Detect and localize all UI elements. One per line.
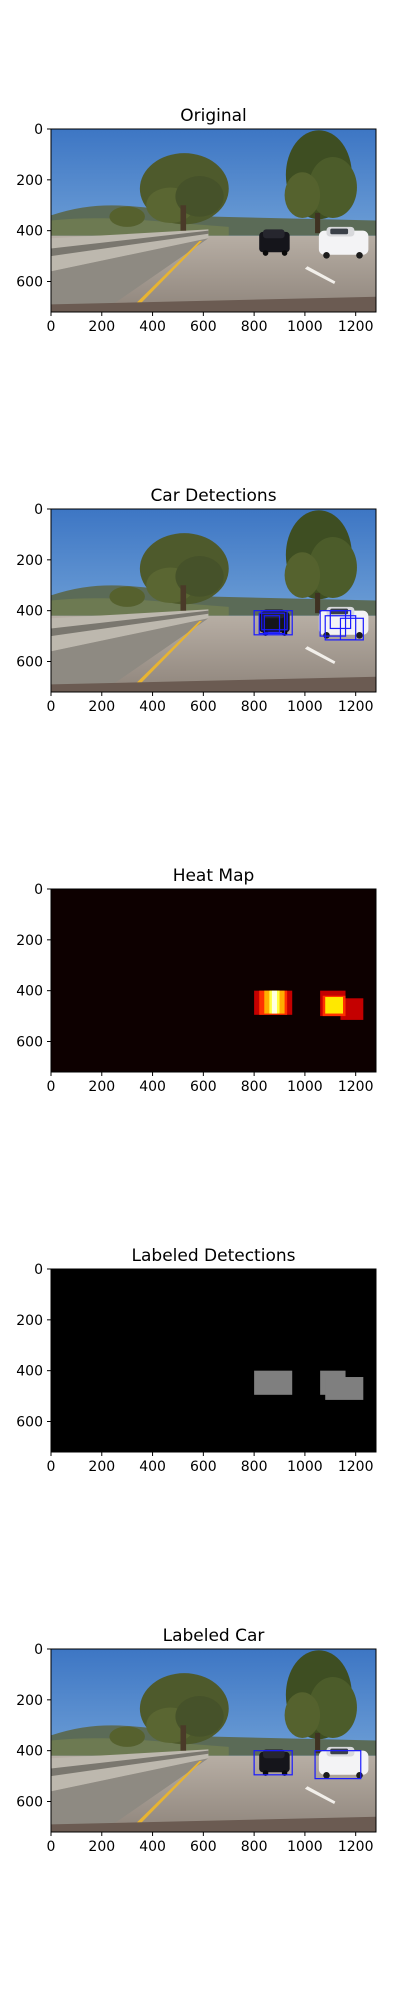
- detection-box: [339, 617, 364, 641]
- x-tick-label: 200: [88, 1079, 115, 1095]
- panel-3: Heat Map 0 200 400 600 800 1000 1200 0 200 400 600: [16, 866, 377, 1095]
- panel-4: Labeled Detections 0 200 400 600 800 1000 1200 0…: [16, 1246, 377, 1475]
- label-background: [51, 1269, 376, 1452]
- y-tick-label: 600: [16, 1035, 43, 1051]
- y-tick-label: 200: [16, 1313, 43, 1329]
- x-tick-label: 600: [190, 1839, 217, 1855]
- detection-box: [261, 610, 288, 631]
- y-tick-label: 0: [34, 122, 43, 138]
- x-tick-label: 800: [241, 1839, 268, 1855]
- y-tick-label: 400: [16, 604, 43, 620]
- y-tick-label: 200: [16, 933, 43, 949]
- x-tick-label: 1200: [338, 1839, 374, 1855]
- panel-1: Original 0 200 400 600 800 1000 1200 0 200 400 600: [16, 106, 377, 335]
- road-scene-image: [51, 509, 376, 692]
- x-tick-label: 0: [47, 1459, 56, 1475]
- y-tick-label: 600: [16, 1795, 43, 1811]
- x-tick-label: 0: [47, 1839, 56, 1855]
- heat-cell: [325, 997, 343, 1014]
- axes-frame: [50, 888, 377, 1073]
- plot-area: [51, 889, 376, 1072]
- y-tick-label: 400: [16, 224, 43, 240]
- heatmap-background: [51, 889, 376, 1072]
- y-tick-label: 600: [16, 1415, 43, 1431]
- x-tick-label: 400: [139, 319, 166, 335]
- plot-area: [51, 509, 376, 692]
- x-tick-label: 0: [47, 1079, 56, 1095]
- y-tick-label: 0: [34, 502, 43, 518]
- x-tick-label: 1200: [338, 319, 374, 335]
- plot-area: [51, 1269, 376, 1452]
- x-tick-label: 600: [190, 319, 217, 335]
- label-region: [325, 1377, 364, 1400]
- y-tick-label: 600: [16, 655, 43, 671]
- panel-title: Labeled Detections: [132, 1246, 296, 1266]
- axes-frame: [50, 508, 377, 693]
- heat-cell: [340, 998, 364, 1020]
- x-tick-label: 1000: [287, 1079, 323, 1095]
- panel-2: Car Detections 0 200 400 600 800 1000 1200 0 200 4…: [16, 486, 377, 715]
- detection-box: [258, 612, 286, 635]
- x-tick-label: 1000: [287, 319, 323, 335]
- axes-frame: [50, 1648, 377, 1833]
- label-region: [254, 1370, 293, 1395]
- y-tick-label: 200: [16, 553, 43, 569]
- y-tick-label: 600: [16, 275, 43, 291]
- x-tick-label: 1200: [338, 1079, 374, 1095]
- x-tick-label: 800: [241, 1079, 268, 1095]
- x-tick-label: 200: [88, 319, 115, 335]
- y-tick-label: 0: [34, 882, 43, 898]
- x-tick-label: 600: [190, 1459, 217, 1475]
- x-tick-label: 600: [190, 699, 217, 715]
- y-tick-label: 400: [16, 984, 43, 1000]
- panel-title: Original: [180, 106, 247, 126]
- heat-cell: [271, 990, 277, 1014]
- detection-box: [263, 615, 281, 633]
- road-scene-image: [51, 1649, 376, 1832]
- y-tick-label: 200: [16, 173, 43, 189]
- x-tick-label: 0: [47, 699, 56, 715]
- x-tick-label: 400: [139, 1079, 166, 1095]
- x-tick-label: 800: [241, 699, 268, 715]
- x-tick-label: 1200: [338, 1459, 374, 1475]
- panel-title: Labeled Car: [163, 1626, 265, 1646]
- x-tick-label: 200: [88, 699, 115, 715]
- detection-box: [329, 610, 352, 630]
- x-tick-label: 1200: [338, 699, 374, 715]
- axes-frame: [50, 1268, 377, 1453]
- x-tick-label: 200: [88, 1839, 115, 1855]
- plot-area: [51, 129, 376, 312]
- x-tick-label: 600: [190, 1079, 217, 1095]
- road-scene-image: [51, 129, 376, 312]
- y-tick-label: 400: [16, 1744, 43, 1760]
- panel-title: Heat Map: [173, 866, 255, 886]
- plot-area: [51, 1649, 376, 1832]
- y-tick-label: 400: [16, 1364, 43, 1380]
- axes-frame: [50, 128, 377, 313]
- x-tick-label: 1000: [287, 1459, 323, 1475]
- x-tick-label: 400: [139, 1839, 166, 1855]
- x-tick-label: 400: [139, 699, 166, 715]
- x-tick-label: 200: [88, 1459, 115, 1475]
- y-tick-label: 0: [34, 1262, 43, 1278]
- x-tick-label: 400: [139, 1459, 166, 1475]
- panel-title: Car Detections: [150, 486, 276, 506]
- y-tick-label: 0: [34, 1642, 43, 1658]
- x-tick-label: 1000: [287, 1839, 323, 1855]
- x-tick-label: 800: [241, 1459, 268, 1475]
- x-tick-label: 1000: [287, 699, 323, 715]
- x-tick-label: 800: [241, 319, 268, 335]
- x-tick-label: 0: [47, 319, 56, 335]
- y-tick-label: 200: [16, 1693, 43, 1709]
- detection-box: [314, 1750, 362, 1780]
- panel-5: Labeled Car 0 200 400 600 800 1000 1200 0 200 400 6…: [16, 1626, 377, 1855]
- detection-box: [253, 1750, 293, 1776]
